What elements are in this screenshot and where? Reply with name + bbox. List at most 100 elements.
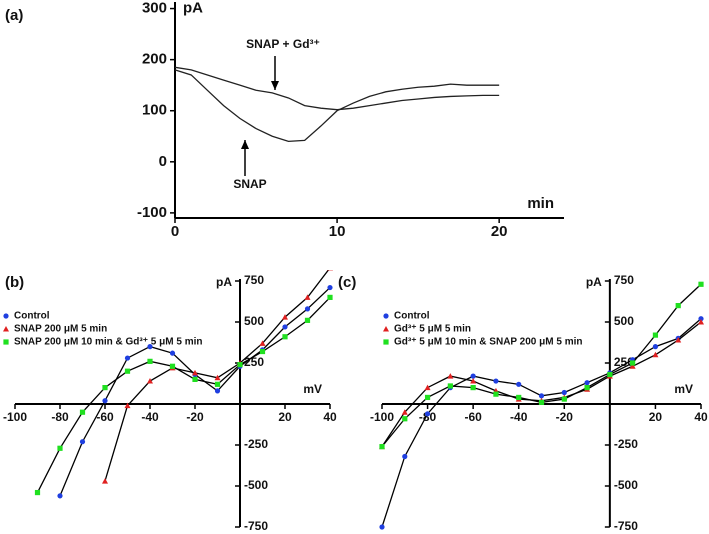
marker bbox=[561, 389, 567, 396]
y-tick-label: 750 bbox=[244, 273, 264, 287]
y-tick-label: 300 bbox=[142, 0, 167, 17]
plot-area bbox=[379, 281, 704, 530]
x-tick-label: -20 bbox=[186, 410, 204, 424]
y-tick-label: 500 bbox=[244, 314, 264, 328]
marker bbox=[259, 340, 266, 346]
marker bbox=[379, 524, 385, 530]
marker bbox=[282, 314, 288, 320]
marker bbox=[584, 385, 590, 391]
legend-label: Control bbox=[14, 311, 50, 322]
x-tick-label: -40 bbox=[510, 410, 528, 424]
marker bbox=[493, 378, 499, 384]
marker bbox=[493, 391, 499, 397]
marker bbox=[402, 453, 408, 460]
y-tick-label: 500 bbox=[614, 314, 634, 328]
marker bbox=[124, 355, 131, 361]
panel-label: (c) bbox=[338, 274, 356, 291]
x-tick-label: -80 bbox=[51, 410, 69, 424]
y-tick-label: -500 bbox=[244, 478, 268, 492]
marker bbox=[516, 394, 522, 401]
marker bbox=[214, 388, 221, 394]
x-tick-label: 40 bbox=[694, 410, 708, 424]
marker bbox=[79, 439, 86, 445]
y-tick-label: -250 bbox=[614, 437, 638, 451]
marker bbox=[401, 409, 408, 415]
marker bbox=[630, 360, 636, 366]
marker bbox=[147, 344, 153, 350]
marker bbox=[237, 362, 243, 368]
y-tick-label: -750 bbox=[614, 519, 638, 533]
marker bbox=[584, 380, 590, 386]
y-axis-label: pA bbox=[183, 0, 203, 17]
x-tick-label: -60 bbox=[96, 410, 114, 424]
panel-label: (b) bbox=[5, 274, 24, 291]
x-tick-label: -100 bbox=[370, 410, 394, 424]
marker bbox=[282, 324, 288, 330]
marker bbox=[379, 444, 385, 450]
marker bbox=[698, 281, 704, 287]
y-tick-label: 750 bbox=[614, 273, 634, 287]
marker bbox=[447, 373, 454, 379]
y-tick-label: 100 bbox=[142, 102, 167, 119]
x-axis-label: mV bbox=[303, 382, 322, 396]
arrow-head bbox=[271, 81, 279, 90]
marker bbox=[79, 409, 86, 415]
marker bbox=[124, 368, 131, 374]
x-tick-label: 20 bbox=[491, 223, 508, 240]
x-tick-label: 20 bbox=[278, 410, 292, 424]
marker bbox=[259, 348, 266, 355]
legend-marker bbox=[3, 326, 9, 332]
legend-label: Gd³⁺ 5 μM 10 min & SNAP 200 μM 5 min bbox=[394, 337, 583, 348]
marker bbox=[652, 351, 659, 358]
marker bbox=[327, 270, 333, 271]
x-tick-label: 20 bbox=[649, 410, 663, 424]
x-axis-label: mV bbox=[674, 382, 693, 396]
marker bbox=[304, 294, 311, 300]
plot-area bbox=[34, 270, 333, 499]
marker bbox=[607, 371, 613, 378]
marker bbox=[447, 383, 453, 389]
marker bbox=[652, 332, 659, 338]
y-tick-label: -750 bbox=[244, 519, 268, 533]
series-line bbox=[36, 296, 331, 493]
legend-marker bbox=[383, 313, 389, 319]
x-tick-label: 0 bbox=[171, 223, 179, 240]
marker bbox=[327, 284, 333, 291]
y-axis-label: pA bbox=[216, 275, 232, 289]
marker bbox=[470, 373, 476, 379]
x-tick-label: -20 bbox=[556, 410, 574, 424]
y-tick-label: -100 bbox=[137, 204, 167, 221]
marker bbox=[424, 384, 431, 391]
marker bbox=[147, 358, 153, 364]
marker bbox=[102, 385, 108, 391]
marker bbox=[34, 489, 41, 496]
marker bbox=[192, 369, 198, 376]
marker bbox=[652, 344, 659, 350]
marker bbox=[57, 445, 63, 451]
marker bbox=[402, 416, 408, 422]
marker bbox=[147, 378, 153, 384]
marker bbox=[516, 381, 522, 387]
marker bbox=[169, 350, 176, 356]
legend-marker bbox=[3, 313, 9, 319]
panel-label: (a) bbox=[5, 7, 23, 24]
marker bbox=[282, 334, 288, 340]
x-tick-label: -60 bbox=[464, 410, 482, 424]
x-axis-label: min bbox=[527, 195, 554, 212]
y-tick-label: 0 bbox=[159, 153, 167, 170]
plot-area bbox=[174, 66, 500, 143]
marker bbox=[424, 394, 431, 401]
marker bbox=[327, 294, 333, 300]
series-line bbox=[174, 66, 500, 111]
marker bbox=[698, 316, 704, 322]
legend-marker bbox=[3, 339, 9, 345]
series-line bbox=[174, 69, 500, 143]
x-tick-label: 10 bbox=[329, 223, 346, 240]
marker bbox=[169, 363, 176, 369]
x-tick-label: -100 bbox=[3, 410, 27, 424]
x-tick-label: -40 bbox=[141, 410, 159, 424]
annotation: SNAP + Gd³⁺ bbox=[246, 37, 320, 51]
arrow-head bbox=[241, 140, 249, 149]
y-axis-label: pA bbox=[586, 275, 602, 289]
